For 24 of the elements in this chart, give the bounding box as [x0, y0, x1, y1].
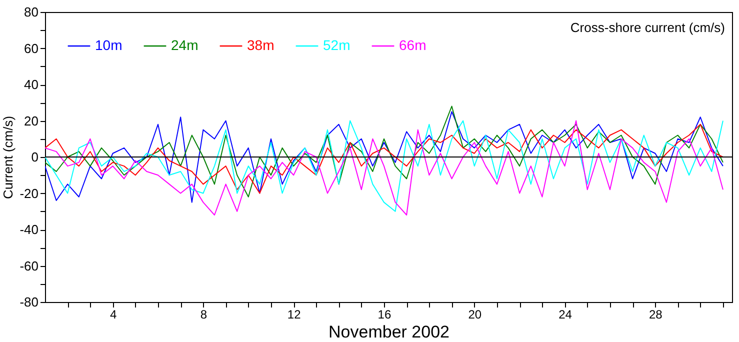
x-tick-label: 28: [648, 308, 663, 322]
legend-label: 24m: [171, 37, 198, 53]
x-tick-label: 8: [200, 308, 208, 322]
x-axis-title: November 2002: [328, 322, 450, 342]
y-tick-label: -80: [20, 294, 38, 310]
legend-label: 52m: [323, 37, 350, 53]
x-tick-label: 4: [110, 308, 117, 322]
y-tick-label: -40: [20, 222, 38, 237]
y-tick-label: -20: [20, 186, 38, 201]
x-tick-label: 20: [468, 308, 482, 322]
legend-label: 66m: [399, 37, 426, 53]
y-tick-label: -60: [20, 258, 38, 274]
y-tick-label: 40: [24, 77, 38, 92]
x-tick-label: 16: [378, 308, 392, 322]
legend-label: 38m: [247, 37, 274, 53]
legend-label: 10m: [95, 37, 122, 53]
y-tick-label: 60: [24, 40, 38, 56]
x-tick-label: 12: [287, 308, 302, 322]
y-tick-label: 20: [24, 113, 38, 128]
y-axis-title: Current (cm/s): [0, 116, 16, 200]
x-tick-label: 24: [558, 308, 572, 322]
text: Cross-shore current (cm/s): [570, 20, 725, 35]
y-tick-label: 80: [24, 4, 38, 20]
y-tick-label: 0: [31, 150, 38, 164]
